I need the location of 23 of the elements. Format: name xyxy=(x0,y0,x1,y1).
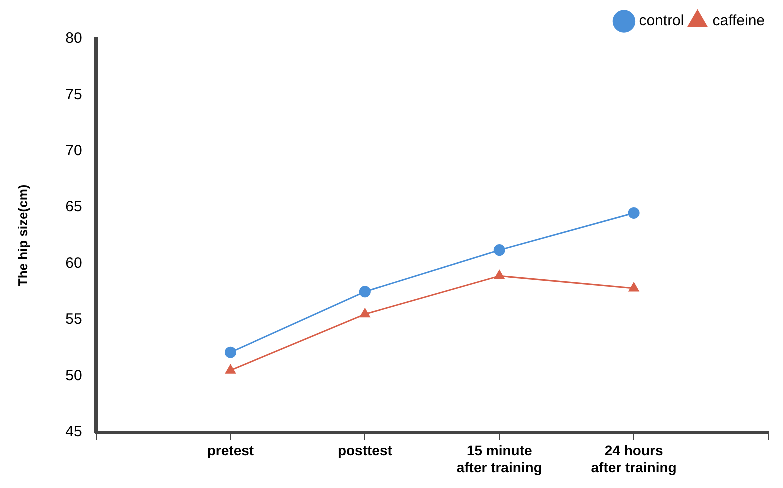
legend-label: caffeine xyxy=(712,12,765,30)
y-tick-label: 50 xyxy=(66,367,82,384)
y-tick-label: 80 xyxy=(66,30,82,48)
x-tick-label: posttest xyxy=(338,442,393,459)
point xyxy=(359,286,371,298)
y-tick-label: 70 xyxy=(66,142,82,160)
x-tick-label: 15 minute after training xyxy=(456,442,542,476)
point xyxy=(226,364,236,374)
y-tick-label: 45 xyxy=(66,424,82,441)
point xyxy=(628,207,640,219)
y-tick-label: 75 xyxy=(66,86,82,104)
point xyxy=(224,346,236,358)
point xyxy=(360,308,370,318)
point xyxy=(494,270,505,280)
y-tick-label: 65 xyxy=(66,198,82,216)
legend-label: control xyxy=(639,12,684,30)
point xyxy=(494,244,506,256)
y-axis-title: The hip size(cm) xyxy=(15,184,30,287)
x-tick-label: pretest xyxy=(207,442,254,459)
point xyxy=(628,282,640,292)
x-tick-label: 24 hours after training xyxy=(591,442,677,476)
y-tick-label: 55 xyxy=(66,311,82,328)
y-tick-label: 60 xyxy=(66,254,82,272)
